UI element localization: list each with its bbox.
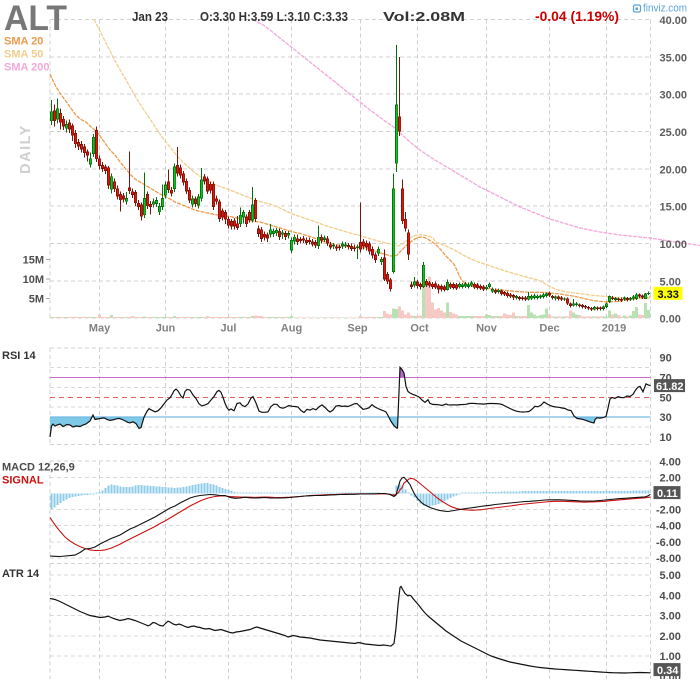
svg-text:Aug: Aug xyxy=(281,323,302,335)
svg-text:Jun: Jun xyxy=(156,323,176,335)
svg-text:-8.00: -8.00 xyxy=(656,553,681,565)
svg-text:-0.04 (1.19%): -0.04 (1.19%) xyxy=(535,9,619,24)
svg-text:10.00: 10.00 xyxy=(660,239,688,251)
svg-text:61.82: 61.82 xyxy=(656,381,684,393)
svg-text:15.00: 15.00 xyxy=(660,202,688,214)
svg-text:90: 90 xyxy=(660,353,672,365)
svg-text:4.00: 4.00 xyxy=(660,456,681,468)
svg-text:ALT: ALT xyxy=(4,0,67,38)
svg-text:Jul: Jul xyxy=(221,323,237,335)
svg-text:15M: 15M xyxy=(23,255,44,267)
svg-text:10: 10 xyxy=(660,432,672,444)
svg-text:-2.00: -2.00 xyxy=(656,505,681,517)
svg-text:-4.00: -4.00 xyxy=(656,521,681,533)
svg-text:10M: 10M xyxy=(23,274,44,286)
svg-text:May: May xyxy=(89,323,111,335)
svg-text:40.00: 40.00 xyxy=(660,15,688,27)
svg-text:Nov: Nov xyxy=(476,323,498,335)
svg-text:30: 30 xyxy=(660,412,672,424)
svg-text:finviz.com: finviz.com xyxy=(643,3,687,15)
svg-text:Oct: Oct xyxy=(410,323,429,335)
svg-text:RSI 14: RSI 14 xyxy=(2,350,37,362)
svg-text:30.00: 30.00 xyxy=(660,90,688,102)
svg-text:MACD 12,26,9: MACD 12,26,9 xyxy=(2,462,75,474)
svg-text:25.00: 25.00 xyxy=(660,127,688,139)
svg-text:2.00: 2.00 xyxy=(660,631,681,643)
svg-text:Dec: Dec xyxy=(539,323,559,335)
svg-text:-6.00: -6.00 xyxy=(656,537,681,549)
svg-text:3.33: 3.33 xyxy=(658,289,679,301)
svg-text:1.00: 1.00 xyxy=(660,651,681,663)
svg-text:5.00: 5.00 xyxy=(660,276,681,288)
svg-text:35.00: 35.00 xyxy=(660,52,688,64)
svg-text:O:3.30 H:3.59 L:3.10 C:3.33: O:3.30 H:3.59 L:3.10 C:3.33 xyxy=(200,9,348,24)
svg-text:SMA 200: SMA 200 xyxy=(4,62,49,74)
svg-text:Jan 23: Jan 23 xyxy=(132,9,168,24)
svg-text:5.00: 5.00 xyxy=(660,570,681,582)
svg-text:ATR 14: ATR 14 xyxy=(2,568,40,580)
svg-text:20.00: 20.00 xyxy=(660,164,688,176)
svg-text:3.00: 3.00 xyxy=(660,611,681,623)
svg-text:0.34: 0.34 xyxy=(657,665,679,677)
svg-text:Vol:2.08M: Vol:2.08M xyxy=(383,9,465,24)
svg-text:2.00: 2.00 xyxy=(660,472,681,484)
svg-text:0.00: 0.00 xyxy=(660,314,681,326)
svg-text:SIGNAL: SIGNAL xyxy=(2,475,44,487)
svg-text:DAILY: DAILY xyxy=(18,124,34,174)
svg-text:SMA 50: SMA 50 xyxy=(4,49,43,61)
svg-text:5M: 5M xyxy=(29,294,44,306)
svg-text:2019: 2019 xyxy=(602,323,626,335)
svg-text:50: 50 xyxy=(660,392,672,404)
svg-text:0.11: 0.11 xyxy=(657,488,678,500)
svg-text:SMA 20: SMA 20 xyxy=(4,36,43,48)
svg-text:Sep: Sep xyxy=(347,323,367,335)
svg-text:4.00: 4.00 xyxy=(660,590,681,602)
